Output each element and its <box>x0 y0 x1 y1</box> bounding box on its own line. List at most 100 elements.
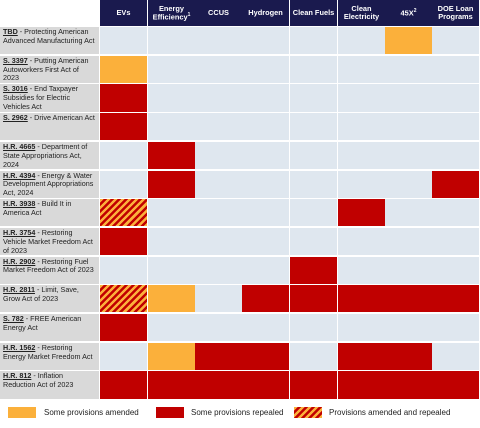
cell-none <box>148 227 195 256</box>
cell-none <box>242 84 289 112</box>
column-header-energy-efficiency: Energy Efficiency1 <box>148 0 195 26</box>
cell-none <box>100 141 147 169</box>
bill-label: TBD - Protecting American Advanced Manuf… <box>0 27 99 55</box>
column-header-label: Hydrogen <box>248 8 283 18</box>
bill-label: S. 2962 - Drive American Act <box>0 113 99 141</box>
column-header-45x: 45X2 <box>385 0 432 26</box>
cell-repealed <box>100 371 147 399</box>
cell-none <box>290 55 337 83</box>
cell-none <box>338 227 385 256</box>
bill-label: S. 782 - FREE American Energy Act <box>0 314 99 342</box>
cell-none <box>385 141 432 169</box>
cell-repealed <box>290 371 337 399</box>
cell-none <box>148 256 195 284</box>
legend-label-amended: Some provisions amended <box>44 408 139 417</box>
cell-none <box>290 113 337 141</box>
legend: Some provisions amended Some provisions … <box>0 404 480 424</box>
matrix-grid: EVs Energy Efficiency1 CCUS Hydrogen Clean F… <box>0 0 479 399</box>
legend-swatch-both <box>294 407 322 418</box>
legend-label-both: Provisions amended and repealed <box>329 408 451 417</box>
cell-none <box>148 27 195 55</box>
cell-repealed <box>338 342 385 370</box>
bill-label: H.R. 3938 - Build It in America Act <box>0 199 99 227</box>
cell-repealed <box>290 285 337 313</box>
cell-repealed <box>242 285 289 313</box>
cell-none <box>148 55 195 83</box>
cell-none <box>242 314 289 342</box>
bill-label: H.R. 812 - Inflation Reduction Act of 20… <box>0 371 99 399</box>
bill-label: H.R. 1562 - Restoring Energy Market Free… <box>0 342 99 370</box>
cell-none <box>432 27 479 55</box>
bill-number: H.R. 3754 <box>3 227 36 237</box>
bill-number: H.R. 1562 <box>3 342 36 352</box>
cell-repealed <box>195 371 242 399</box>
cell-none <box>290 27 337 55</box>
cell-none <box>385 84 432 112</box>
cell-none <box>338 141 385 169</box>
cell-none <box>242 199 289 227</box>
bill-label: S. 3397 - Putting American Autoworkers F… <box>0 55 99 83</box>
cell-none <box>195 84 242 112</box>
bill-label: H.R. 3754 - Restoring Vehicle Market Fre… <box>0 227 99 256</box>
cell-none <box>242 256 289 284</box>
bill-number: H.R. 4665 <box>3 141 36 151</box>
footnote-marker: 2 <box>413 7 417 14</box>
cell-none <box>385 256 432 284</box>
cell-none <box>338 113 385 141</box>
bill-number: H.R. 3938 <box>3 199 36 209</box>
cell-none <box>148 84 195 112</box>
bill-label: S. 3016 - End Taxpayer Subsidies for Ele… <box>0 84 99 112</box>
cell-repealed <box>100 227 147 256</box>
cell-none <box>290 227 337 256</box>
bill-title: - Putting American Autoworkers First Act… <box>3 55 89 83</box>
cell-none <box>195 256 242 284</box>
cell-none <box>432 141 479 169</box>
cell-none <box>100 170 147 198</box>
bill-label: H.R. 4394 - Energy & Water Development A… <box>0 170 99 198</box>
cell-repealed <box>100 84 147 112</box>
cell-none <box>290 141 337 169</box>
bill-number: S. 2962 <box>3 113 28 123</box>
cell-none <box>338 256 385 284</box>
cell-both <box>100 199 147 227</box>
column-header-label: DOE Loan Programs <box>437 4 474 21</box>
cell-none <box>290 84 337 112</box>
cell-none <box>195 314 242 342</box>
cell-none <box>385 113 432 141</box>
bill-title: - Restoring Energy Market Freedom Act <box>3 342 93 361</box>
cell-repealed <box>100 314 147 342</box>
bill-number: H.R. 4394 <box>3 170 36 180</box>
cell-none <box>195 285 242 313</box>
cell-none <box>432 84 479 112</box>
column-header-label: Clean Electricity <box>343 4 380 21</box>
header-corner <box>0 0 99 26</box>
column-header-label: 45X2 <box>400 7 417 18</box>
cell-none <box>385 227 432 256</box>
bill-number: H.R. 812 <box>3 371 32 381</box>
cell-repealed <box>385 285 432 313</box>
cell-none <box>290 170 337 198</box>
footnote-marker: 1 <box>187 11 191 18</box>
bill-title: - Protecting American Advanced Manufactu… <box>3 27 95 45</box>
cell-none <box>242 227 289 256</box>
cell-repealed <box>385 371 432 399</box>
cell-repealed <box>338 199 385 227</box>
bill-title: - Department of State Appropriations Act… <box>3 141 88 169</box>
bill-title: - FREE American Energy Act <box>3 314 82 332</box>
cell-none <box>148 199 195 227</box>
cell-none <box>385 314 432 342</box>
cell-none <box>195 141 242 169</box>
cell-repealed <box>148 170 195 198</box>
legend-label-repealed: Some provisions repealed <box>191 408 284 417</box>
cell-none <box>100 342 147 370</box>
bill-label: H.R. 2811 - Limit, Save, Grow Act of 202… <box>0 285 99 313</box>
cell-repealed <box>242 371 289 399</box>
bill-number: H.R. 2902 <box>3 256 36 266</box>
cell-none <box>432 227 479 256</box>
cell-none <box>432 256 479 284</box>
bill-title: - Drive American Act <box>27 113 95 123</box>
cell-repealed <box>242 342 289 370</box>
column-header-label: Energy Efficiency1 <box>152 4 191 22</box>
column-header-hydrogen: Hydrogen <box>242 0 289 26</box>
